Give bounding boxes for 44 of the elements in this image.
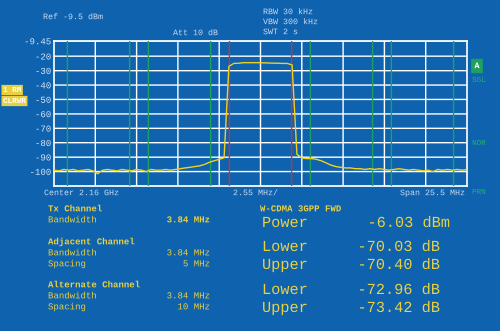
y-tick-label: -20 [36,53,51,60]
text: Span 25.5 MHz [400,190,464,197]
text: -70.40 dB [360,258,440,270]
text: Lower [264,240,306,252]
text: RBW 30 kHz [264,8,312,14]
text: -72.96 dB [360,282,440,294]
text: Bandwidth [48,216,96,222]
text: Spacing [48,260,86,268]
text: VBW 300 kHz [263,18,318,24]
y-tick-label: -50 [36,96,51,103]
text: Tx Channel [48,204,102,212]
text: SWT 2 s [263,28,298,34]
y-tick-label: -30 [36,68,51,74]
text: A [474,62,480,68]
line-series [54,62,467,174]
text: Lower [264,284,306,294]
y-tick-label: -80 [36,140,51,146]
text: 3.84 MHz [167,249,210,256]
y-tick-label: -90 [36,154,51,161]
text: 10 MHz [178,303,210,310]
text: Bandwidth [48,248,96,256]
text: -70.03 dB [360,240,440,252]
y-tick-label: -9.45 [26,38,51,44]
text: Alternate Channel [48,280,140,288]
text: Ref -9.5 dBm [44,13,103,20]
text: Upper [263,302,306,316]
text: -73.42 dB [360,300,440,312]
text: 3.84 MHz [167,292,210,298]
text: W-CDMA 3GPP FWD [260,205,341,212]
text: 3.84 MHz [167,216,210,222]
text: Att 10 dB [173,29,218,36]
text: Adjacent Channel [48,238,134,246]
y-tick-label: -100 [31,168,51,175]
y-tick-label: -40 [36,82,51,88]
text: Center 2.16 GHz [44,190,118,196]
y-tick-label: -70 [36,126,51,132]
text: Spacing [48,302,86,312]
text: Upper [263,258,306,272]
text: -6.03 dBm [370,216,450,228]
text: 5 MHz [183,260,210,266]
text: Bandwidth [48,292,96,298]
text: Power [263,216,306,228]
y-tick-label: -60 [36,111,51,118]
text: 2.55 MHz/ [234,189,278,196]
